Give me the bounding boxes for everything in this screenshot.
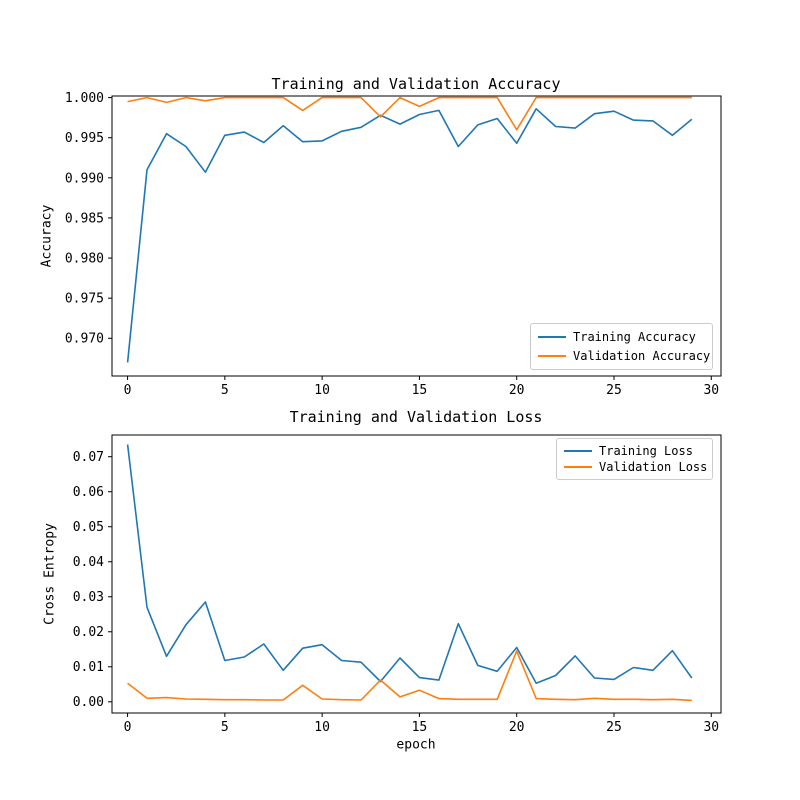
series-line-validation-accuracy xyxy=(127,96,692,131)
legend-label-validation-loss: Validation Loss xyxy=(599,460,708,475)
validation-accuracy-line-swatch xyxy=(538,354,566,357)
y-tick-label: 0.06 xyxy=(73,485,104,500)
series-line-validation-loss xyxy=(127,650,692,702)
y-tick-label: 0.980 xyxy=(65,251,104,266)
y-tick-label: 0.985 xyxy=(65,211,104,226)
y-tick-label: 0.995 xyxy=(65,131,104,146)
plot-border xyxy=(111,95,722,377)
y-tick-label: 0.970 xyxy=(65,332,104,347)
y-tick-label: 0.03 xyxy=(73,590,104,605)
legend-entry-training-accuracy: Training Accuracy xyxy=(538,330,705,344)
legend-entry-validation-loss: Validation Loss xyxy=(564,460,708,475)
loss-x-axis-label: epoch xyxy=(396,737,436,753)
accuracy-legend: Training Accuracy Validation Accuracy xyxy=(530,323,713,370)
accuracy-y-axis-label: Accuracy xyxy=(39,204,55,268)
validation-loss-line-swatch xyxy=(564,466,592,469)
legend-entry-training-loss: Training Loss xyxy=(564,444,705,458)
legend-label-training-loss: Training Loss xyxy=(599,443,693,458)
y-tick-label: 1.000 xyxy=(65,91,104,106)
loss-chart-title: Training and Validation Loss xyxy=(289,408,543,426)
legend-label-training-accuracy: Training Accuracy xyxy=(573,330,696,345)
x-tick-label: 15 xyxy=(412,383,428,398)
accuracy-plot-area: 0 5 10 15 20 25 30 0.970 0.975 0.980 0.985 0.990 0.9… xyxy=(65,91,722,398)
x-tick-label: 15 xyxy=(412,720,428,735)
y-tick-label: 0.990 xyxy=(65,171,104,186)
y-tick-label: 0.07 xyxy=(73,450,104,465)
accuracy-chart-title: Training and Validation Accuracy xyxy=(271,75,561,93)
x-tick-label: 0 xyxy=(124,383,132,398)
x-tick-label: 0 xyxy=(124,720,132,735)
legend-label-validation-accuracy: Validation Accuracy xyxy=(573,348,711,363)
series-line-training-accuracy xyxy=(126,108,693,363)
plot-border xyxy=(111,434,722,714)
y-tick-label: 0.01 xyxy=(73,660,104,675)
series-line-training-loss xyxy=(126,444,693,685)
y-tick-label: 0.04 xyxy=(73,555,104,570)
loss-y-axis-label: Cross Entropy xyxy=(42,523,58,625)
y-tick-label: 0.00 xyxy=(73,695,104,710)
x-tick-label: 5 xyxy=(221,383,229,398)
loss-plot-area: 0 5 10 15 20 25 30 0.00 0.01 0.02 0.03 0.04 0.05 0.06… xyxy=(73,434,722,735)
x-tick-label: 25 xyxy=(606,720,622,735)
y-tick-label: 0.975 xyxy=(65,292,104,307)
training-accuracy-line-swatch xyxy=(538,336,566,339)
legend-entry-validation-accuracy: Validation Accuracy xyxy=(538,349,710,363)
x-tick-label: 5 xyxy=(221,720,229,735)
loss-legend: Training Loss Validation Loss xyxy=(556,438,713,480)
x-tick-label: 20 xyxy=(509,383,525,398)
y-tick-label: 0.05 xyxy=(73,520,104,535)
x-tick-label: 30 xyxy=(703,383,719,398)
x-tick-label: 20 xyxy=(509,720,525,735)
x-tick-label: 25 xyxy=(606,383,622,398)
y-tick-label: 0.02 xyxy=(73,625,104,640)
x-tick-label: 10 xyxy=(314,720,330,735)
x-tick-label: 30 xyxy=(703,720,719,735)
x-tick-label: 10 xyxy=(314,383,330,398)
training-loss-line-swatch xyxy=(564,449,592,452)
